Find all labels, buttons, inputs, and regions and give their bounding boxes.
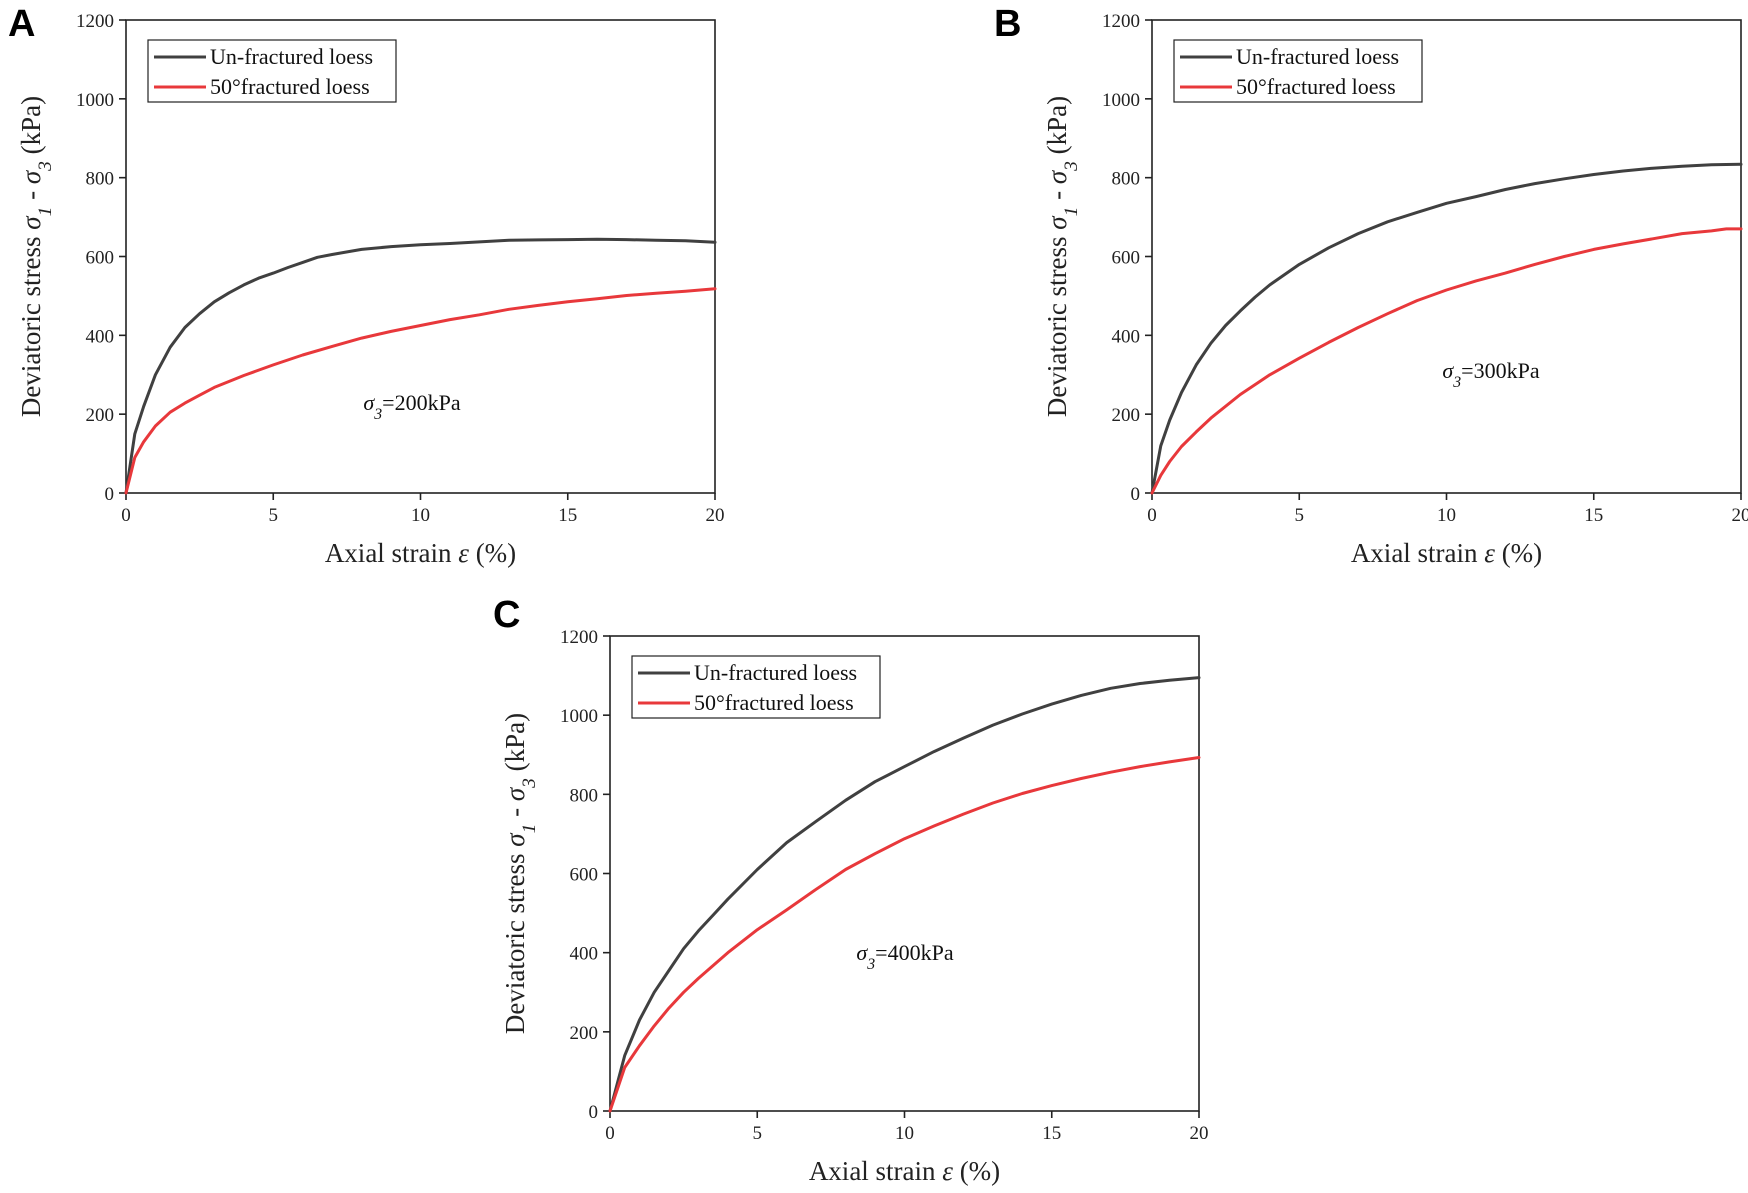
confining-pressure-label: σ3=400kPa (856, 940, 953, 973)
y-tick-label: 0 (589, 1102, 599, 1123)
x-tick-label: 20 (1732, 505, 1748, 526)
y-tick-label: 1200 (560, 627, 598, 648)
x-tick-label: 0 (605, 1123, 615, 1144)
series-line-unfractured (608, 676, 1201, 1113)
legend-box (147, 39, 397, 103)
y-tick-label: 0 (1131, 484, 1141, 505)
legend-label: Un-fractured loess (694, 660, 857, 685)
legend-label: 50°fractured loess (694, 690, 854, 715)
x-tick-label: 15 (558, 505, 577, 526)
confining-pressure-label: σ3=300kPa (1442, 358, 1539, 391)
series-line-fractured (608, 756, 1201, 1113)
y-tick-label: 0 (105, 484, 115, 505)
x-tick-label: 20 (706, 505, 725, 526)
legend-label: Un-fractured loess (1236, 44, 1399, 69)
y-tick-label: 1000 (76, 90, 114, 111)
confining-pressure-label: σ3=200kPa (363, 390, 460, 423)
y-tick-label: 800 (1112, 169, 1141, 190)
x-tick-label: 5 (269, 505, 279, 526)
legend-label: 50°fractured loess (1236, 74, 1396, 99)
x-axis-title: Axial strain ε (%) (809, 1156, 1000, 1186)
x-axis-title: Axial strain ε (%) (1351, 538, 1542, 568)
series-line-unfractured (1150, 162, 1743, 495)
x-tick-label: 15 (1042, 1123, 1061, 1144)
x-tick-label: 5 (1295, 505, 1305, 526)
y-tick-label: 600 (570, 865, 599, 886)
legend-box (631, 655, 881, 719)
y-tick-label: 400 (1112, 326, 1141, 347)
y-tick-label: 200 (570, 1023, 599, 1044)
y-tick-label: 200 (1112, 405, 1141, 426)
y-tick-label: 400 (570, 944, 599, 965)
y-tick-label: 600 (86, 248, 115, 269)
y-axis-title: Deviatoric stress σ1 - σ3 (kPa) (16, 96, 56, 417)
series-line-unfractured (124, 237, 717, 495)
panel-letter: C (493, 594, 520, 636)
x-tick-label: 0 (1147, 505, 1157, 526)
panel-letter: A (8, 3, 35, 45)
x-axis-title: Axial strain ε (%) (325, 538, 516, 568)
panel-letter: B (994, 3, 1021, 45)
x-tick-label: 10 (1437, 505, 1456, 526)
y-axis-title: Deviatoric stress σ1 - σ3 (kPa) (500, 713, 540, 1034)
y-tick-label: 1200 (1102, 11, 1140, 32)
legend-label: 50°fractured loess (210, 74, 370, 99)
y-tick-label: 800 (570, 785, 599, 806)
legend-label: Un-fractured loess (210, 44, 373, 69)
y-tick-label: 1000 (1102, 90, 1140, 111)
x-tick-label: 5 (753, 1123, 763, 1144)
y-tick-label: 200 (86, 405, 115, 426)
y-tick-label: 800 (86, 169, 115, 190)
x-tick-label: 10 (895, 1123, 914, 1144)
x-tick-label: 15 (1584, 505, 1603, 526)
legend-box (1173, 39, 1423, 103)
x-tick-label: 10 (411, 505, 430, 526)
series-line-fractured (1150, 227, 1743, 495)
y-tick-label: 1000 (560, 706, 598, 727)
y-axis-title: Deviatoric stress σ1 - σ3 (kPa) (1042, 96, 1082, 417)
y-tick-label: 600 (1112, 248, 1141, 269)
series-line-fractured (124, 287, 717, 495)
y-tick-label: 400 (86, 326, 115, 347)
x-tick-label: 0 (121, 505, 131, 526)
x-tick-label: 20 (1190, 1123, 1209, 1144)
y-tick-label: 1200 (76, 11, 114, 32)
